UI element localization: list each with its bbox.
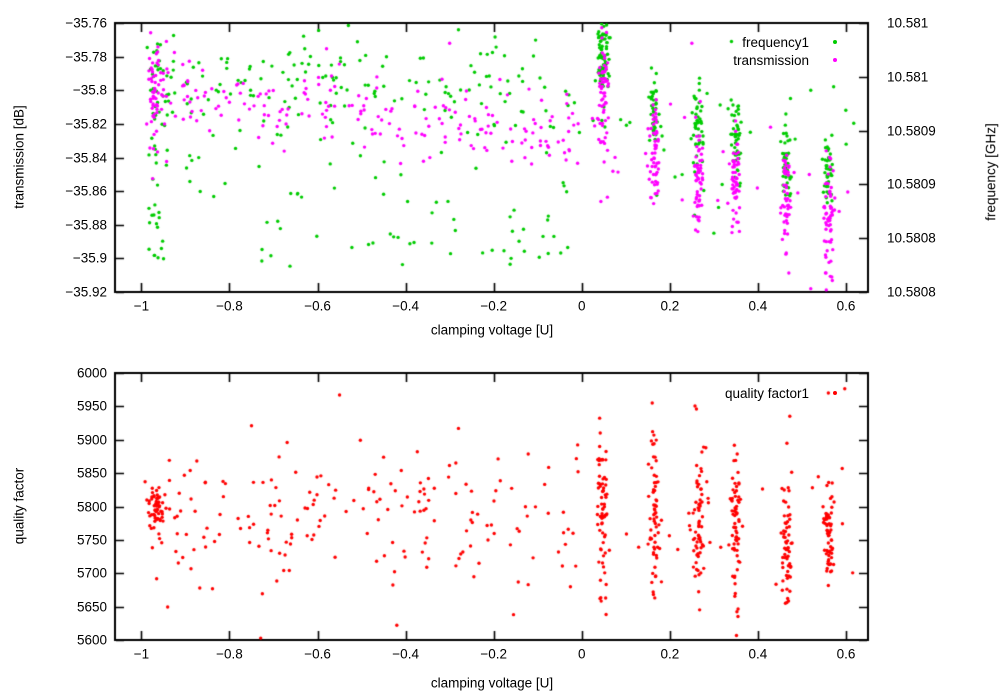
y-tick-label: −35.8 bbox=[72, 82, 107, 98]
x-tick-label: −0.8 bbox=[216, 646, 243, 662]
x-tick-label: −1 bbox=[133, 298, 150, 314]
x-tick-label: 0.6 bbox=[836, 298, 856, 314]
y-tick-label: 5750 bbox=[76, 532, 107, 548]
y-tick-label: 5600 bbox=[76, 632, 107, 648]
y2-tick-label: 10.5809 bbox=[887, 122, 936, 138]
x-tick-label: −0.4 bbox=[392, 298, 419, 314]
legend-item-transmission: transmission bbox=[733, 51, 837, 69]
y2-tick-label: 10.5808 bbox=[887, 230, 936, 246]
y-tick-label: 5800 bbox=[76, 498, 107, 514]
x-tick-label: 0.4 bbox=[748, 298, 768, 314]
y-tick-label: 6000 bbox=[76, 365, 107, 381]
x-tick-label: −0.2 bbox=[480, 646, 508, 662]
y2-tick-label: 10.5809 bbox=[887, 176, 936, 192]
y2-tick-label: 10.581 bbox=[887, 69, 929, 85]
top-y2label: frequency [GHz] bbox=[983, 123, 999, 221]
y2-tick-label: 10.581 bbox=[887, 15, 929, 31]
x-tick-label: −0.6 bbox=[304, 646, 331, 662]
x-tick-label: 0.4 bbox=[748, 646, 768, 662]
y2-tick-label: 10.5808 bbox=[887, 284, 936, 300]
x-tick-label: 0.2 bbox=[660, 646, 680, 662]
x-tick-label: −0.6 bbox=[304, 298, 331, 314]
y-tick-label: 5700 bbox=[76, 565, 107, 581]
x-tick-label: 0 bbox=[578, 646, 586, 662]
bottom-legend: quality factor1 bbox=[725, 384, 837, 402]
y-tick-label: −35.92 bbox=[65, 284, 107, 300]
y-tick-label: 5850 bbox=[76, 465, 107, 481]
y-tick-label: 5900 bbox=[76, 432, 107, 447]
y-tick-label: −35.9 bbox=[72, 250, 107, 266]
bottom-xlabel: clamping voltage [U] bbox=[430, 675, 554, 691]
legend-marker-frequency1-dot bbox=[833, 40, 837, 44]
y-tick-label: −35.78 bbox=[65, 48, 107, 64]
y-tick-label: −35.82 bbox=[65, 116, 107, 132]
y-tick-label: −35.76 bbox=[65, 15, 107, 31]
legend-marker-quality-factor1-dot bbox=[833, 391, 837, 395]
x-tick-label: 0 bbox=[578, 298, 586, 314]
y-tick-label: −35.88 bbox=[65, 217, 107, 232]
x-tick-label: −0.4 bbox=[392, 646, 419, 662]
y-tick-label: 5650 bbox=[76, 598, 107, 614]
x-tick-label: −0.8 bbox=[216, 298, 243, 314]
legend-item-frequency1: frequency1 bbox=[733, 33, 837, 51]
legend-label-quality-factor1: quality factor1 bbox=[724, 385, 809, 401]
x-tick-label: 0.6 bbox=[836, 646, 856, 662]
y-tick-label: 5950 bbox=[76, 398, 107, 414]
legend-label-transmission: transmission bbox=[733, 52, 809, 68]
legend-marker-transmission-dot bbox=[833, 58, 837, 62]
x-tick-label: −1 bbox=[133, 646, 150, 662]
bottom-ylabel: quality factor bbox=[11, 467, 27, 545]
top-ylabel: transmission [dB] bbox=[11, 105, 27, 209]
legend-label-frequency1: frequency1 bbox=[742, 34, 809, 50]
y-tick-label: −35.84 bbox=[65, 149, 107, 165]
top-legend: frequency1 transmission bbox=[733, 33, 837, 69]
x-tick-label: 0.2 bbox=[660, 298, 680, 314]
y-tick-label: −35.86 bbox=[65, 183, 107, 199]
x-tick-label: −0.2 bbox=[480, 298, 508, 314]
top-xlabel: clamping voltage [U] bbox=[430, 322, 554, 338]
legend-item-quality-factor1: quality factor1 bbox=[725, 384, 837, 402]
